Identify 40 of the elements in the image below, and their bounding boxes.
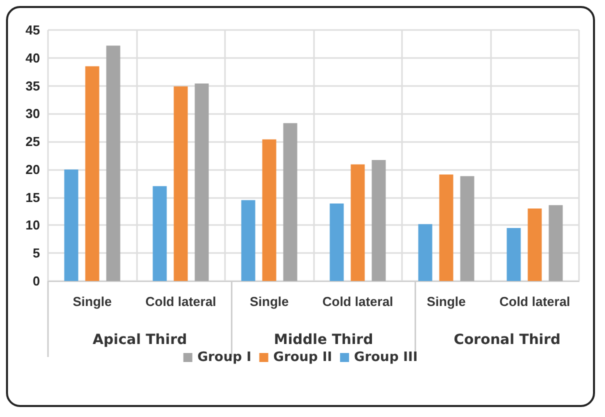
x-tick-label: Single [72,294,112,309]
legend-label: Group III [354,350,418,365]
bar [262,139,276,281]
y-tick-label: 40 [26,50,40,66]
x-tick-label: Cold lateral [145,294,216,309]
bar [330,203,344,281]
bar [460,176,474,281]
y-tick-label: 35 [26,78,40,94]
bar [506,228,521,281]
legend-label: Group I [197,350,252,365]
y-tick-label: 45 [26,22,40,38]
text: Apical Third [92,332,187,348]
bar [283,123,298,281]
bar [372,160,386,281]
bar [106,46,120,281]
y-tick-label: 30 [26,106,40,122]
x-tick-label: Single [426,294,466,309]
bar [241,200,256,281]
text: Middle Third [274,332,374,348]
bar [64,169,78,281]
bar [174,86,188,281]
y-tick-label: 25 [26,134,40,150]
text: Coronal Third [454,332,561,348]
y-tick-label: 10 [26,218,40,233]
x-tick-label: Single [250,294,289,309]
bar [439,174,454,281]
legend-label: Group II [273,350,332,365]
bar [194,84,209,281]
y-tick-label: 5 [32,246,40,261]
bar [152,186,167,281]
y-tick-label: 15 [26,190,40,205]
x-tick-label: Cold lateral [499,294,570,309]
x-tick-label: Cold lateral [322,294,394,309]
bar [418,224,432,281]
y-tick-label: 0 [32,274,40,288]
bar [548,205,563,281]
bar [350,164,365,281]
bar [528,208,542,281]
bar [85,66,100,281]
y-tick-label: 20 [26,162,40,177]
